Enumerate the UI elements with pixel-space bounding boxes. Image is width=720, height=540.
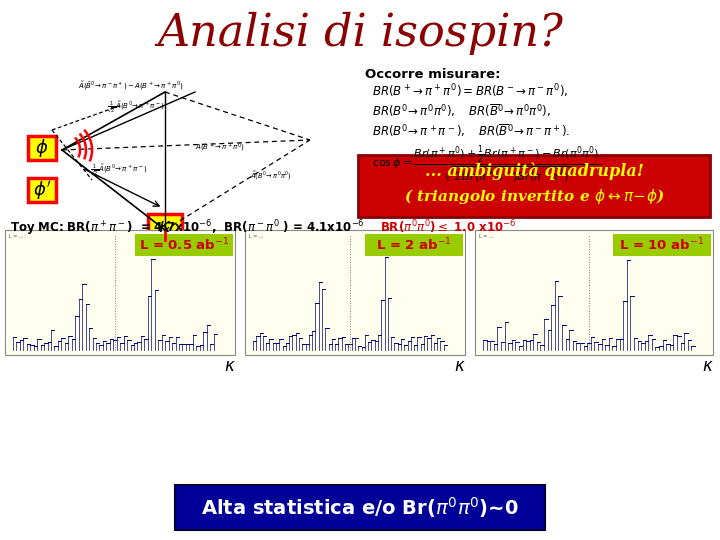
Bar [28, 178, 56, 202]
Text: BR($\pi^0 \pi^0$)$\leq$ 1.0 x10$^{-6}$: BR($\pi^0 \pi^0$)$\leq$ 1.0 x10$^{-6}$ [380, 218, 516, 235]
Text: Alta statistica e/o Br($\pi^0\pi^0$)~0: Alta statistica e/o Br($\pi^0\pi^0$)~0 [201, 495, 519, 520]
Bar [5, 230, 235, 355]
Text: $A(B^+\!\to\pi^+\pi^0)$: $A(B^+\!\to\pi^+\pi^0)$ [195, 142, 245, 154]
Bar [148, 214, 182, 240]
Text: ... ambiguità quadrupla!: ... ambiguità quadrupla! [425, 163, 644, 180]
Text: L = ...: L = ... [9, 234, 23, 239]
Bar [365, 234, 463, 256]
Bar [245, 230, 465, 355]
Bar [175, 485, 545, 530]
Text: Occorre misurare:: Occorre misurare: [365, 68, 500, 81]
Bar [28, 136, 56, 160]
Text: L = ...: L = ... [479, 234, 493, 239]
Bar [613, 234, 711, 256]
Text: L = 2 ab$^{-1}$: L = 2 ab$^{-1}$ [376, 237, 452, 253]
Bar [135, 234, 233, 256]
Text: Toy MC: BR($\pi^+\pi^-$)  = 4.7x10$^{-6}$,  BR($\pi^- \pi^0$ ) = 4.1x10$^{-6}$: Toy MC: BR($\pi^+\pi^-$) = 4.7x10$^{-6}$… [10, 218, 366, 238]
Text: $\cos\phi=\dfrac{Br(\pi^+\pi^0)+\frac{1}{2}Br(\pi^+\pi^-)-Br(\pi^0\pi^0)}{\sqrt{: $\cos\phi=\dfrac{Br(\pi^+\pi^0)+\frac{1}… [372, 145, 600, 185]
Text: $BR(B^+\!\to\pi^+\pi^0)=BR(B^-\!\to\pi^-\pi^0),$: $BR(B^+\!\to\pi^+\pi^0)=BR(B^-\!\to\pi^-… [372, 82, 568, 99]
Text: $\frac{1}{\sqrt{2}}\tilde{A}(B^0\!\to\pi^+\pi^-)$: $\frac{1}{\sqrt{2}}\tilde{A}(B^0\!\to\pi… [107, 100, 165, 116]
Text: $\phi'$: $\phi'$ [32, 179, 51, 201]
Text: $\frac{1}{\sqrt{2}}\tilde{A}(B^0\!\to\pi^+\pi^-)$: $\frac{1}{\sqrt{2}}\tilde{A}(B^0\!\to\pi… [90, 163, 148, 178]
Text: L = ...: L = ... [249, 234, 264, 239]
Text: $\phi$: $\phi$ [35, 137, 49, 159]
Bar [358, 155, 710, 217]
Text: $\tilde{A}(B^0\!\to\pi^0\pi^0)$: $\tilde{A}(B^0\!\to\pi^0\pi^0)$ [250, 170, 292, 183]
Text: $\kappa$: $\kappa$ [224, 358, 236, 375]
Text: Analisi di isospin?: Analisi di isospin? [157, 12, 563, 55]
Text: $\kappa$: $\kappa$ [702, 358, 714, 375]
Text: ( triangolo invertito e $\phi\leftrightarrow\pi\!-\!\phi$): ( triangolo invertito e $\phi\leftrighta… [404, 187, 664, 206]
Text: $BR(B^0\!\to\pi^+\pi^-),\quad BR(\overline{B}^0\!\to\pi^-\pi^+).$: $BR(B^0\!\to\pi^+\pi^-),\quad BR(\overli… [372, 122, 570, 139]
Text: $\kappa$: $\kappa$ [158, 218, 171, 236]
Text: $BR(B^0\!\to\pi^0\pi^0),\quad BR(\overline{B}^0\!\to\pi^0\pi^0),$: $BR(B^0\!\to\pi^0\pi^0),\quad BR(\overli… [372, 102, 551, 119]
Text: $\tilde{A}(\bar{B}^0\!\to\pi^-\pi^+)-A(B^+\!\to\pi^+\pi^0)$: $\tilde{A}(\bar{B}^0\!\to\pi^-\pi^+)-A(B… [78, 80, 184, 92]
Text: L = 10 ab$^{-1}$: L = 10 ab$^{-1}$ [619, 237, 705, 253]
Text: L = 0.5 ab$^{-1}$: L = 0.5 ab$^{-1}$ [139, 237, 229, 253]
Bar [475, 230, 713, 355]
Text: $\kappa$: $\kappa$ [454, 358, 466, 375]
